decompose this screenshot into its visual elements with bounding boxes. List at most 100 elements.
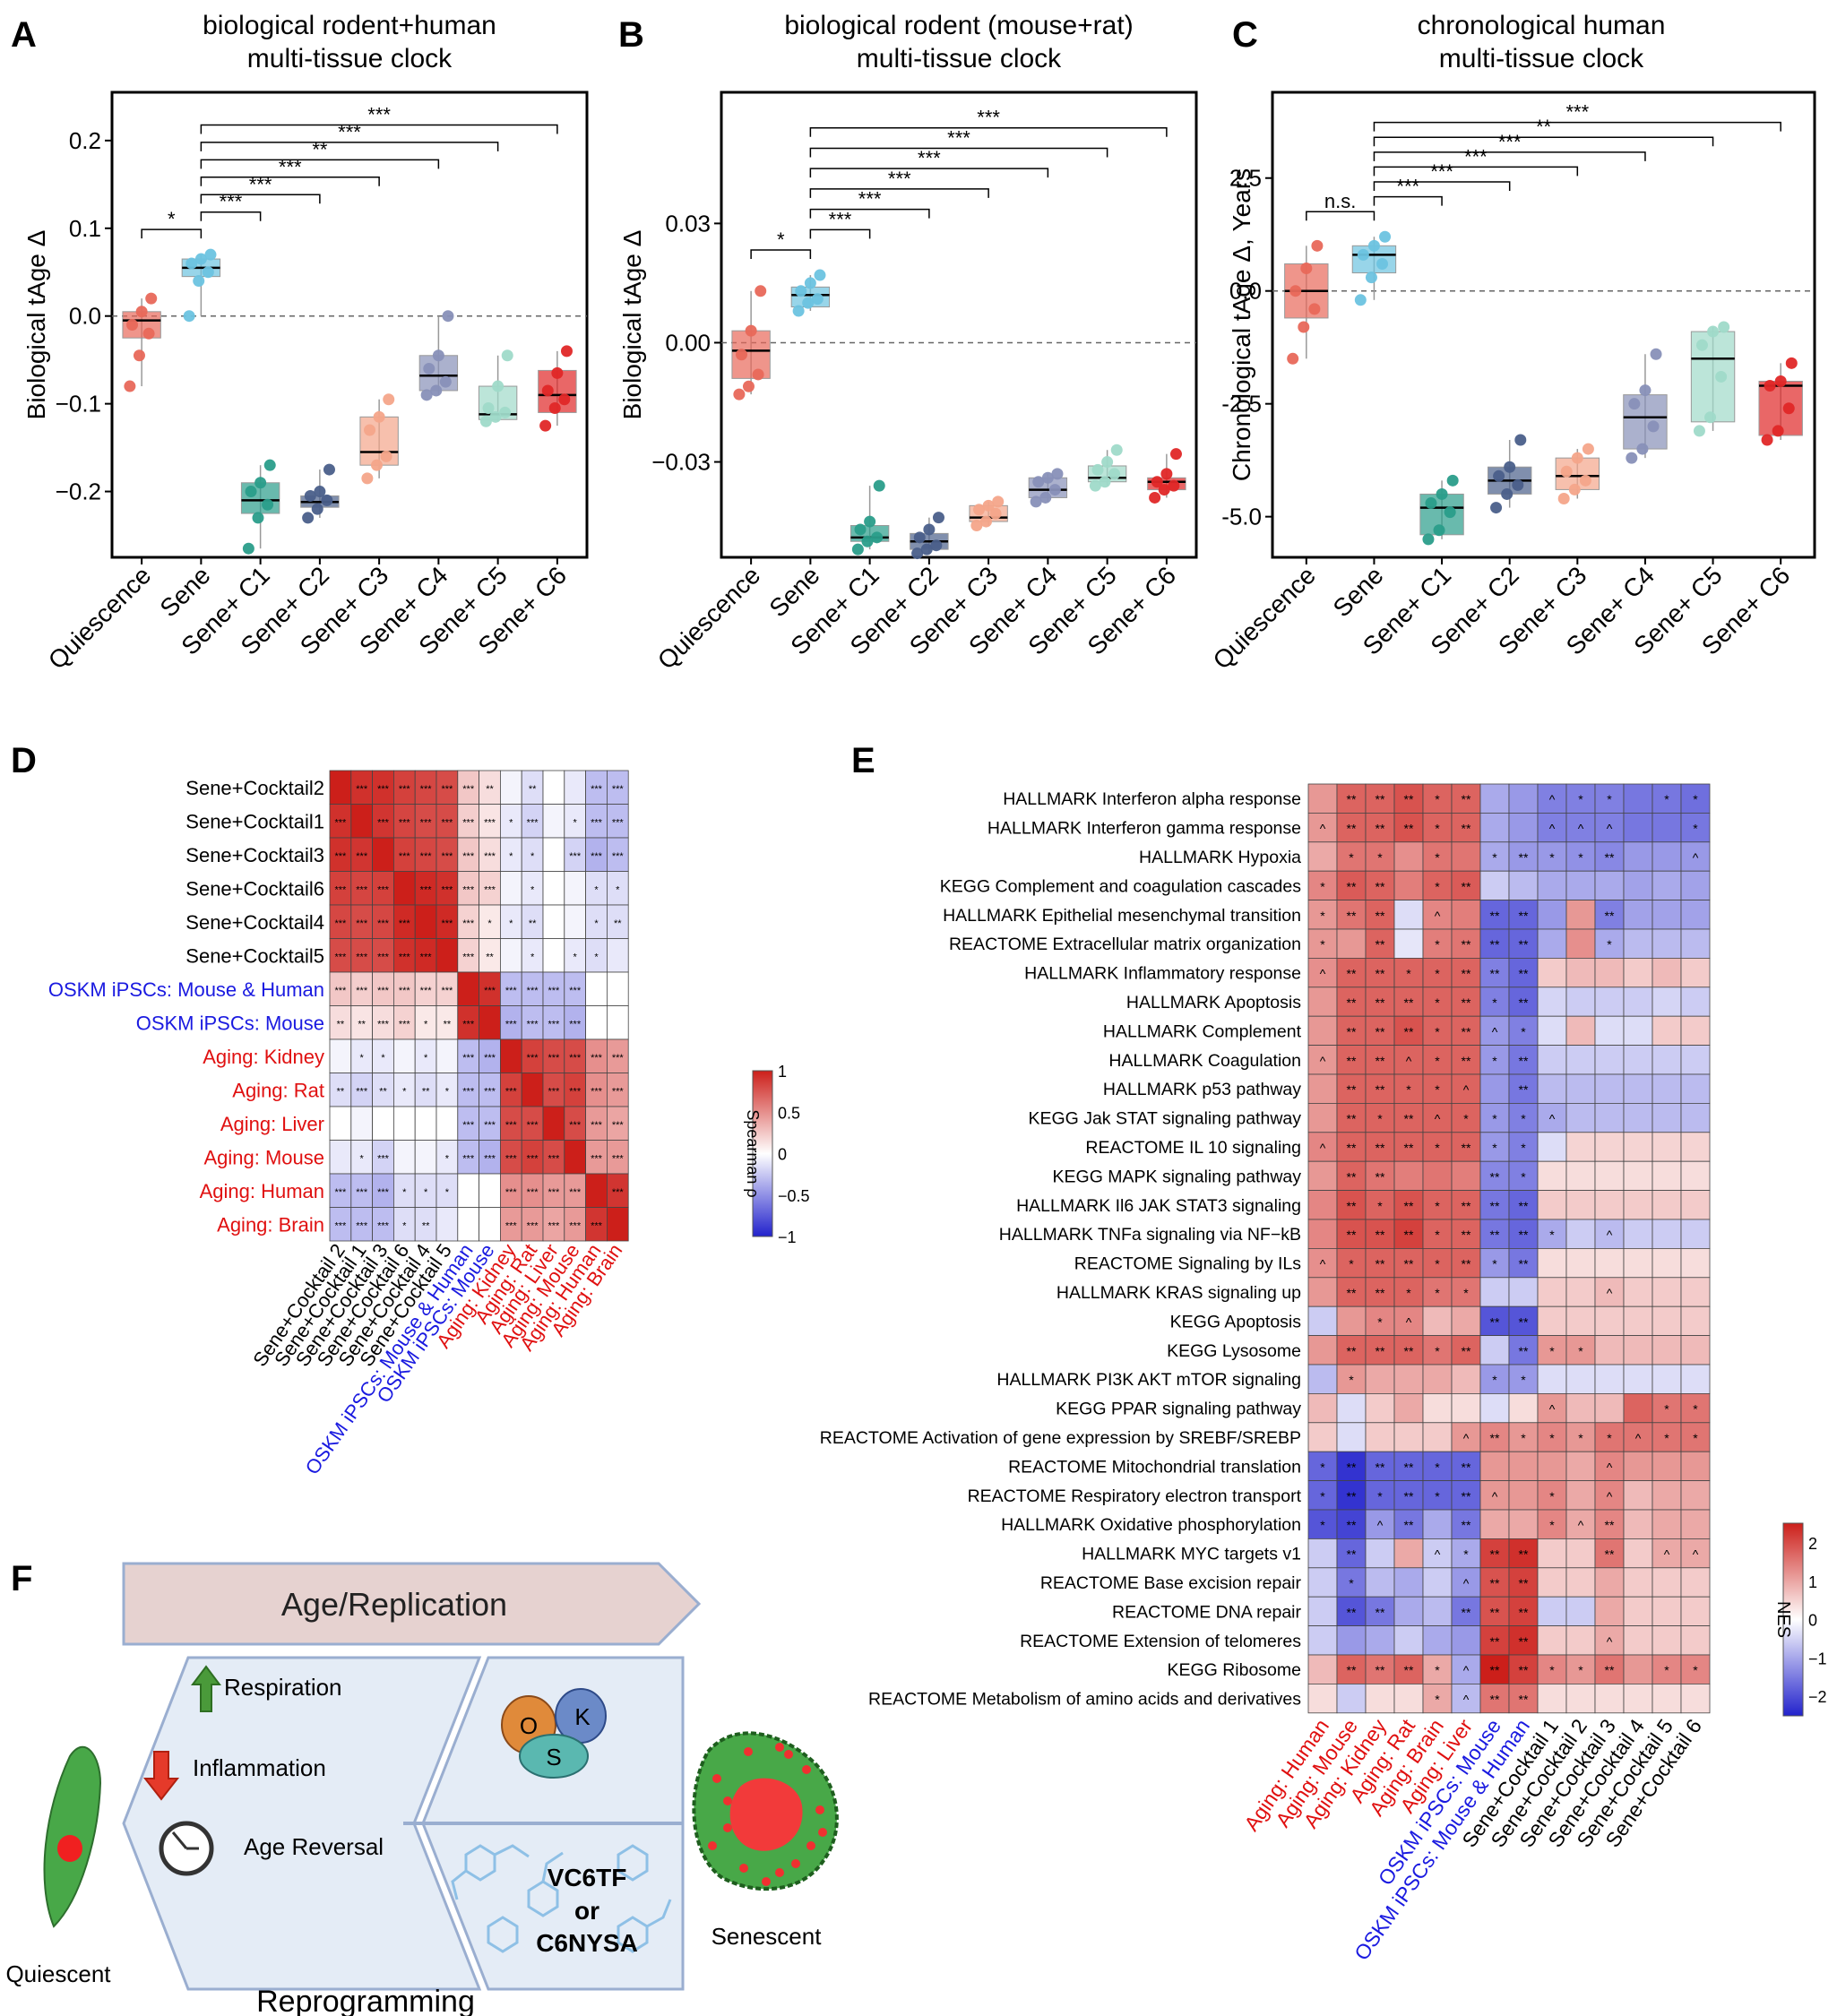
factor-s-icon xyxy=(519,1734,589,1779)
cell-significance: ** xyxy=(1376,1169,1385,1184)
cell-significance: *** xyxy=(569,986,582,996)
data-point xyxy=(551,366,564,379)
cell-significance: ** xyxy=(1519,1634,1529,1649)
heatmap-cell xyxy=(1537,900,1567,930)
legend-tick: 2 xyxy=(1808,1535,1817,1553)
heatmap-cell xyxy=(1594,1190,1625,1220)
heatmap-cell xyxy=(1422,1393,1453,1424)
cell-significance: * xyxy=(1664,1663,1669,1677)
cell-significance: ** xyxy=(1519,1344,1529,1358)
significance-label: *** xyxy=(1464,145,1488,168)
cell-significance: ** xyxy=(1519,1605,1529,1619)
heatmap-cell xyxy=(1336,1015,1367,1046)
heatmap-cell xyxy=(1594,1625,1625,1656)
heatmap-cell xyxy=(1680,928,1711,959)
heatmap-cell xyxy=(1393,783,1424,814)
comparison-bracket xyxy=(809,208,930,219)
data-point xyxy=(126,319,139,331)
cell-significance: ^ xyxy=(1607,1286,1613,1300)
cell-significance: ** xyxy=(1404,1663,1414,1677)
cell-significance: * xyxy=(1521,1431,1526,1445)
heatmap-cell xyxy=(1336,1190,1367,1220)
data-point xyxy=(1032,476,1045,488)
granule-13 xyxy=(708,1841,717,1850)
heatmap-cell xyxy=(1680,958,1711,988)
heatmap-cell xyxy=(1594,1103,1625,1133)
heatmap-cell xyxy=(607,938,629,973)
comparison-bracket xyxy=(1373,136,1714,147)
data-point xyxy=(970,520,983,532)
heatmap-cell xyxy=(1565,1393,1596,1424)
heatmap-cell xyxy=(414,1140,437,1175)
heatmap-cell xyxy=(1479,1538,1510,1569)
cell-significance: ^ xyxy=(1549,1402,1556,1417)
y-tick-label: 0.1 xyxy=(69,215,101,242)
heatmap-cell xyxy=(436,938,459,973)
heatmap-cell xyxy=(1336,1393,1367,1424)
cell-significance: *** xyxy=(548,1220,560,1231)
data-point xyxy=(1289,285,1302,297)
row-label: REACTOME Base excision repair xyxy=(1040,1573,1302,1593)
heatmap-cell xyxy=(1336,1538,1367,1569)
compound-label-1: VC6TF xyxy=(548,1864,627,1891)
heatmap-cell xyxy=(1307,1684,1338,1714)
data-point xyxy=(242,542,254,555)
data-point xyxy=(1091,463,1104,476)
cell-significance: * xyxy=(594,884,599,895)
cell-significance: ** xyxy=(1490,1663,1500,1677)
heatmap-cell xyxy=(1393,900,1424,930)
data-point xyxy=(1493,470,1505,482)
heatmap-cell xyxy=(1307,813,1338,843)
data-point xyxy=(430,384,443,397)
heatmap-cell xyxy=(1365,1509,1395,1539)
heatmap-cell xyxy=(479,1173,501,1208)
heatmap-cell xyxy=(1307,1364,1338,1394)
heatmap-cell xyxy=(1365,900,1395,930)
data-point xyxy=(1160,468,1173,480)
heatmap-cell xyxy=(1680,986,1711,1017)
cell-significance: ** xyxy=(1462,967,1471,981)
heatmap-cell xyxy=(1623,1567,1653,1598)
data-point xyxy=(145,292,158,305)
cell-significance: *** xyxy=(356,784,368,795)
data-point xyxy=(263,459,276,471)
heatmap-cell xyxy=(1336,841,1367,872)
cell-significance: *** xyxy=(420,851,433,862)
heatmap-cell xyxy=(1365,1393,1395,1424)
heatmap-cell xyxy=(1652,1480,1682,1511)
data-point xyxy=(1560,465,1573,478)
heatmap-cell xyxy=(1680,1132,1711,1162)
heatmap-cell xyxy=(1680,1160,1711,1191)
data-point xyxy=(1101,456,1114,469)
heatmap-cell xyxy=(1393,1103,1424,1133)
cell-significance: *** xyxy=(377,1187,390,1198)
cell-significance: * xyxy=(594,952,599,962)
data-point xyxy=(1782,402,1795,415)
quiescent-nucleus-icon xyxy=(57,1835,82,1862)
heatmap-cell xyxy=(1537,1305,1567,1336)
row-label: KEGG Lysosome xyxy=(1167,1341,1301,1361)
cell-significance: * xyxy=(1463,1286,1469,1300)
cell-significance: *** xyxy=(334,1187,347,1198)
cell-significance: ^ xyxy=(1664,1547,1670,1562)
cell-significance: ^ xyxy=(1693,850,1699,865)
heatmap-cell xyxy=(500,871,522,906)
heatmap-cell xyxy=(1451,1277,1481,1307)
data-point xyxy=(1718,321,1730,333)
heatmap-cell xyxy=(1652,1103,1682,1133)
heatmap-cell xyxy=(1479,1277,1510,1307)
row-label: REACTOME Extracellular matrix organizati… xyxy=(949,935,1301,954)
data-point xyxy=(479,415,492,427)
comparison-bracket xyxy=(200,177,380,186)
heatmap-cell xyxy=(1307,1393,1338,1424)
heatmap-cell xyxy=(1479,1684,1510,1714)
cell-significance: ^ xyxy=(1578,1518,1584,1532)
heatmap-cell xyxy=(1623,783,1653,814)
cell-significance: *** xyxy=(356,918,368,929)
heatmap-cell xyxy=(1623,1538,1653,1569)
heatmap-cell xyxy=(1623,813,1653,843)
data-point xyxy=(1108,468,1121,480)
cell-significance: * xyxy=(360,1153,365,1164)
heatmap-cell xyxy=(1537,1248,1567,1279)
data-point xyxy=(539,419,552,432)
